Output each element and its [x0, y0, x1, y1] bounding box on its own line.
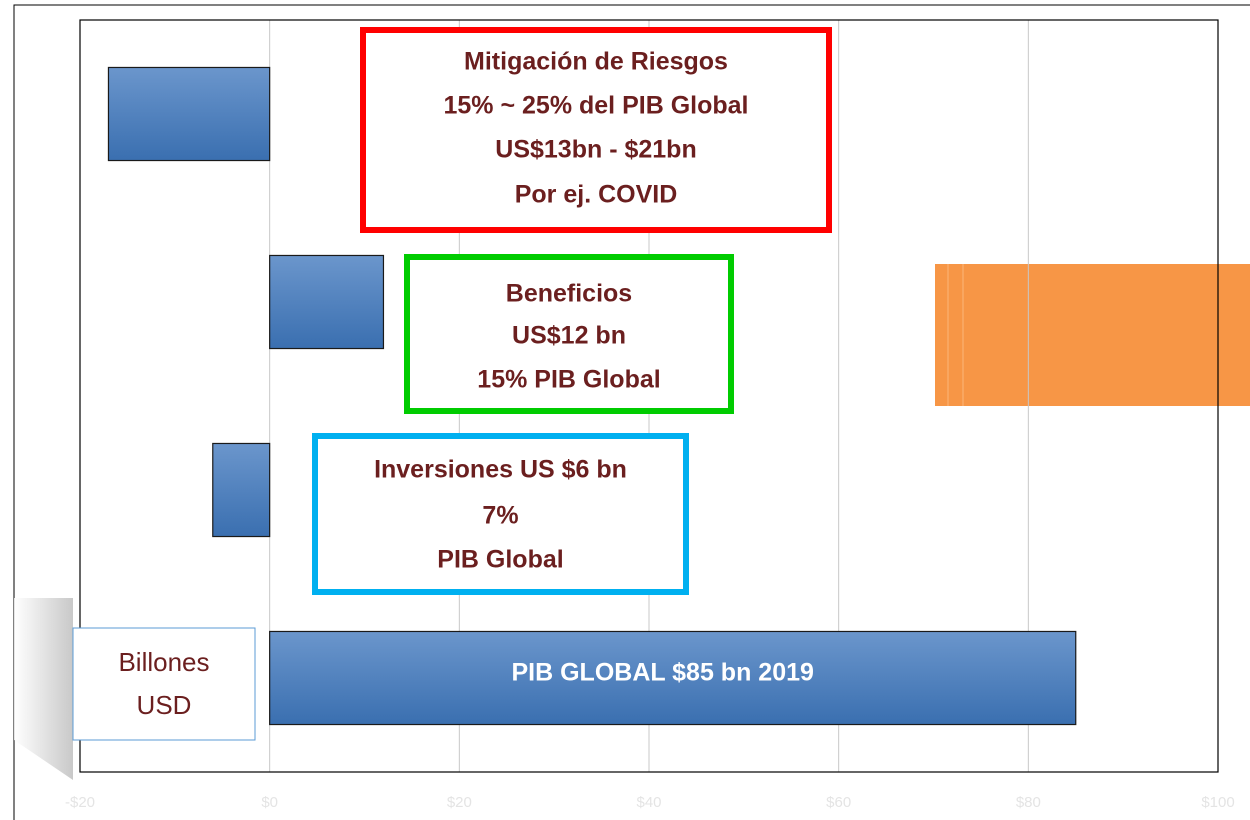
annotation-box [360, 27, 832, 233]
orange-shape [935, 264, 1250, 406]
annotation-text: Por ej. COVID [515, 181, 678, 209]
x-tick-label: -$20 [65, 794, 95, 811]
annotation-text: PIB Global [437, 546, 563, 574]
bar [269, 254, 385, 350]
x-tick-label: $0 [261, 794, 278, 811]
marks: -$20 $0 $20 $40 $60 $80 $100 PIB GLOBAL $85 bn … [65, 27, 1235, 811]
bar [107, 66, 271, 162]
annotation-text: 7% [482, 502, 518, 530]
x-tick-label: $40 [636, 794, 661, 811]
annotation-text: US$13bn - $21bn [495, 136, 696, 164]
x-tick-label: $80 [1016, 794, 1041, 811]
x-tick-label: $100 [1201, 794, 1234, 811]
x-tick-label: $20 [447, 794, 472, 811]
unit-label: USD [137, 690, 192, 720]
annotation-box [312, 433, 689, 595]
annotation-text: 15% PIB Global [477, 366, 660, 394]
x-tick-label: $60 [826, 794, 851, 811]
unit-label: Billones [118, 647, 209, 677]
annotation-text: Mitigación de Riesgos [464, 48, 728, 76]
plot-area [79, 19, 1219, 773]
annotation-text: 15% ~ 25% del PIB Global [444, 92, 749, 120]
bar [269, 630, 1077, 726]
unit-box [72, 627, 256, 741]
frame [13, 4, 1250, 820]
annotation-text: Beneficios [506, 280, 632, 308]
shadow [14, 598, 73, 780]
annotation-text: Inversiones US $6 bn [374, 456, 627, 484]
bar-label: PIB GLOBAL $85 bn 2019 [511, 659, 813, 687]
bar [212, 442, 271, 538]
annotation-text: US$12 bn [512, 322, 626, 350]
annotation-box [404, 254, 734, 414]
